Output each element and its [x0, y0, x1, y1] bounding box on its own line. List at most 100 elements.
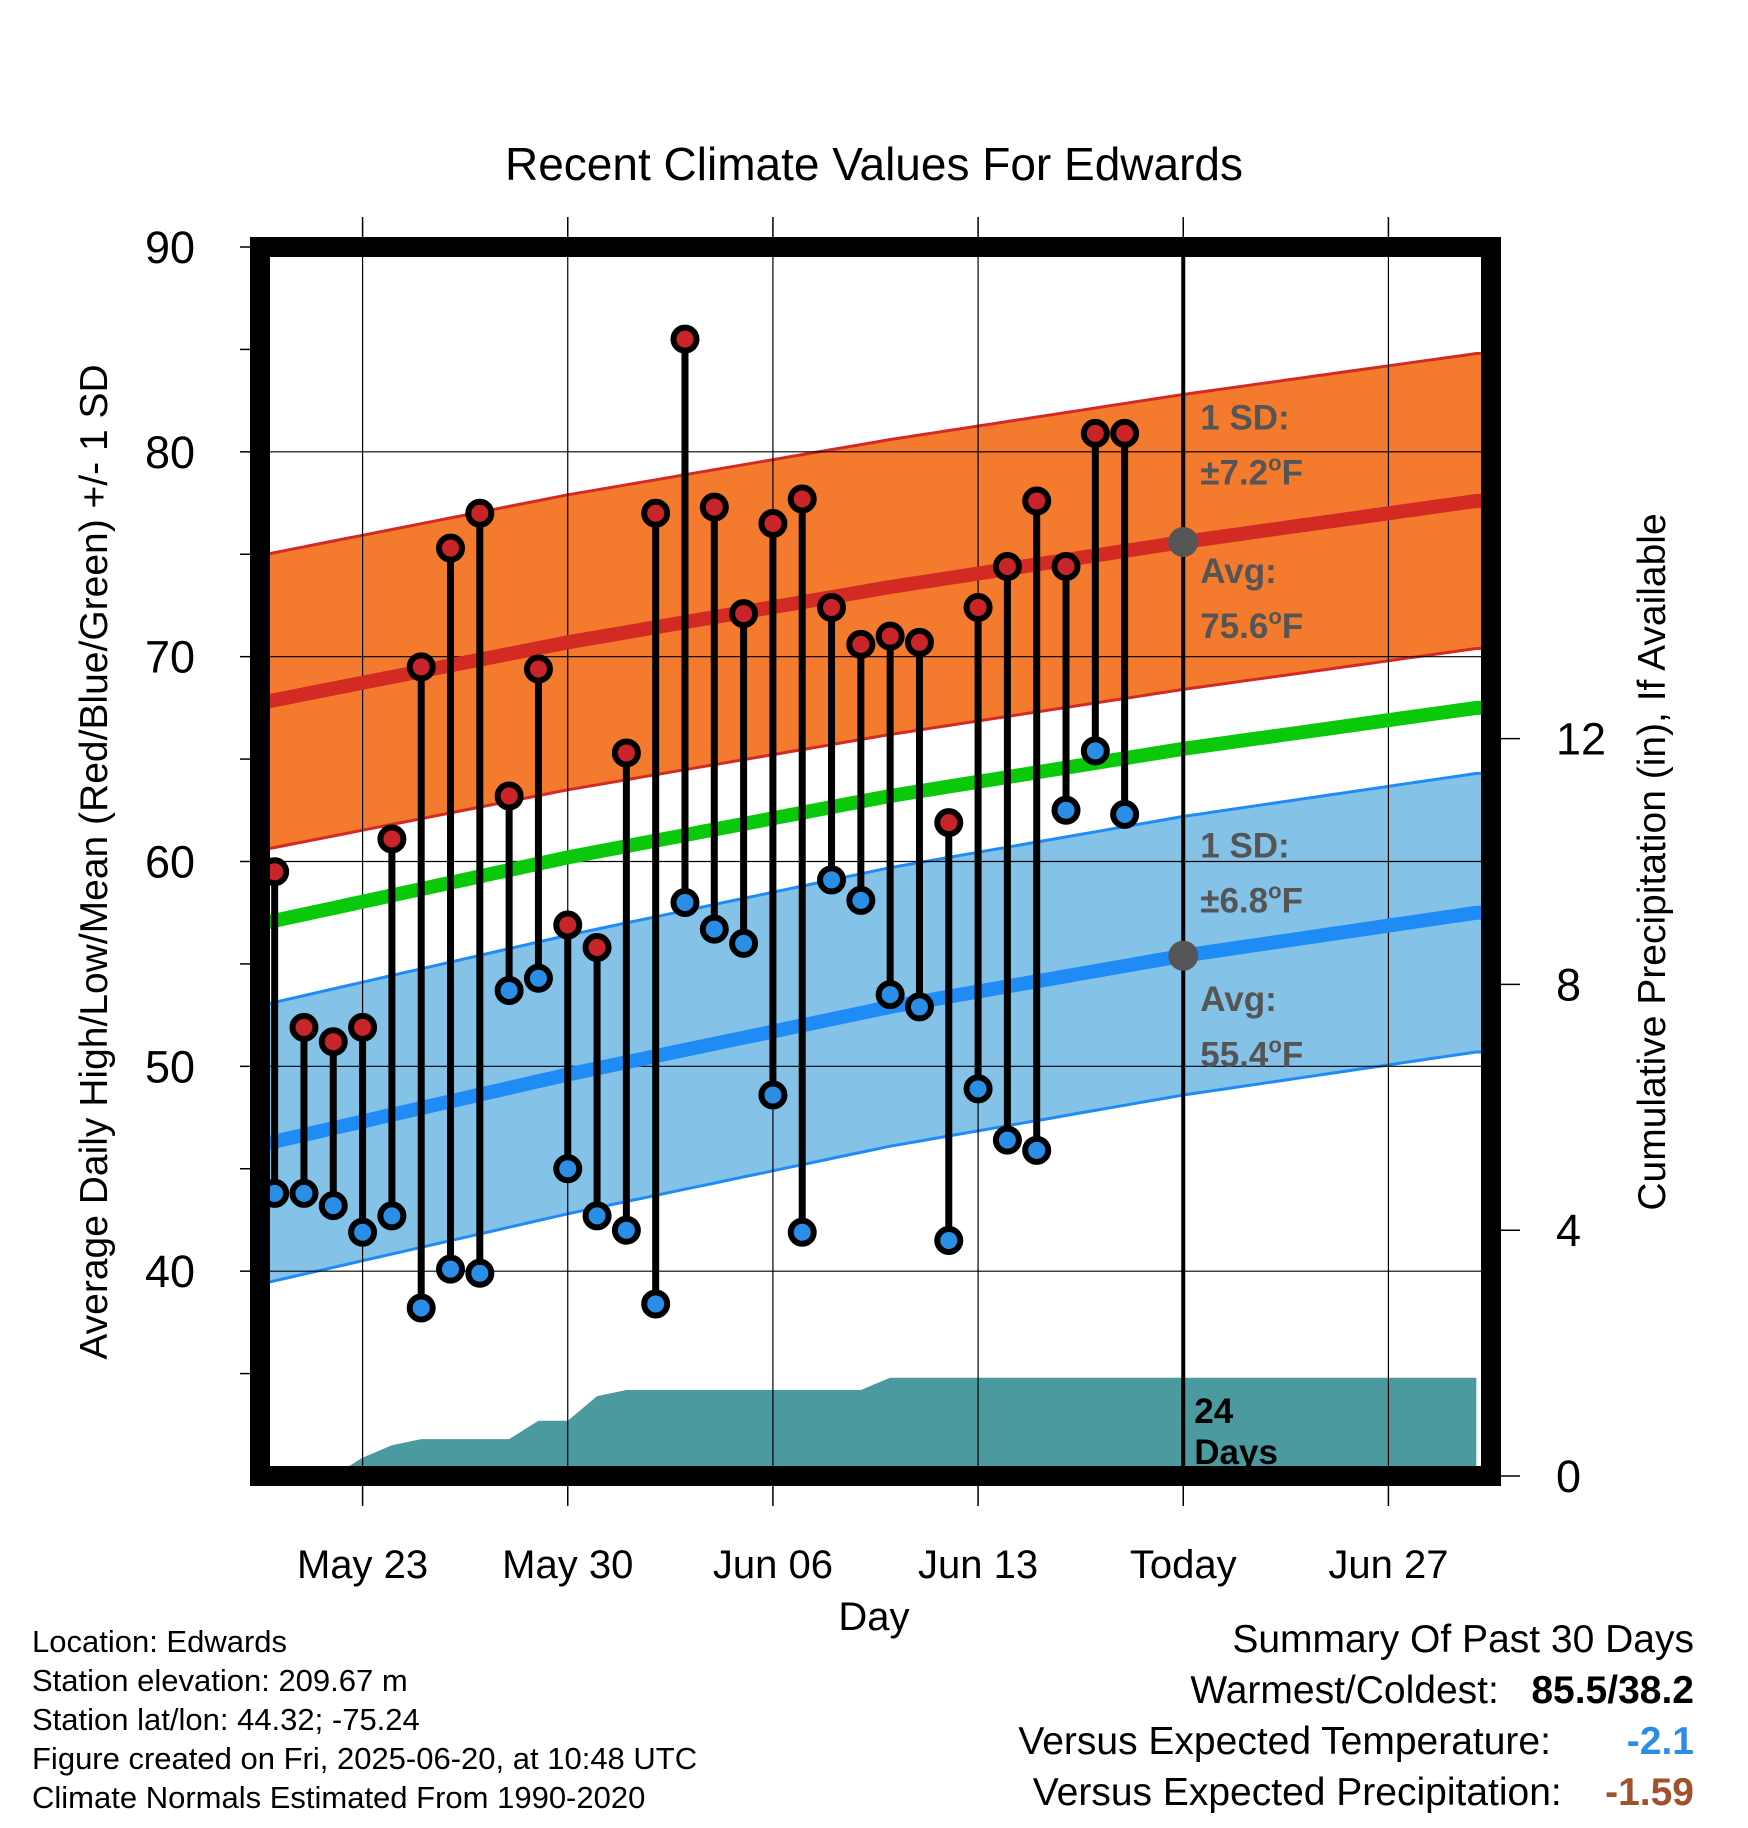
warm-cold-label: Warmest/Coldest:	[1190, 1669, 1499, 1712]
x-tick-label: Jun 06	[713, 1543, 833, 1587]
low-sd-value: ±6.8oF	[1200, 879, 1303, 921]
high-marker	[787, 484, 817, 514]
y2-axis-label: Cumulative Precipitation (in), If Availa…	[1631, 513, 1674, 1210]
low-marker	[787, 1217, 817, 1247]
high-marker	[465, 498, 495, 528]
high-marker	[992, 552, 1022, 582]
high-marker	[289, 1012, 319, 1042]
low-marker	[758, 1080, 788, 1110]
low-sd-band	[260, 773, 1491, 1285]
low-marker	[377, 1201, 407, 1231]
high-marker	[436, 533, 466, 563]
summary-title: Summary Of Past 30 Days	[1232, 1618, 1694, 1661]
x-tick-label: Jun 27	[1328, 1543, 1448, 1587]
y-tick-label: 40	[145, 1246, 195, 1297]
precip-row: Versus Expected Precipitation: -1.59	[1018, 1767, 1694, 1818]
days-label: Days	[1194, 1433, 1278, 1472]
y2-tick-label: 0	[1556, 1451, 1581, 1502]
temp-label: Versus Expected Temperature:	[1018, 1720, 1551, 1763]
low-marker	[1080, 736, 1110, 766]
low-marker	[553, 1154, 583, 1184]
high-marker	[963, 593, 993, 623]
normal-lines	[258, 494, 1491, 1152]
high-marker	[758, 509, 788, 539]
low-marker	[641, 1289, 671, 1319]
high-marker	[1022, 486, 1052, 516]
low-marker	[611, 1215, 641, 1245]
high-marker	[1051, 552, 1081, 582]
today-low-avg-dot	[1168, 940, 1199, 971]
precipitation-area	[333, 1377, 1477, 1476]
precip-label: Versus Expected Precipitation:	[1032, 1771, 1562, 1814]
y2-tick-label: 12	[1556, 714, 1606, 765]
high-marker	[670, 324, 700, 354]
high-marker	[904, 627, 934, 657]
high-sd-value: ±7.2oF	[1200, 451, 1303, 493]
low-marker	[406, 1293, 436, 1323]
high-avg-line	[258, 494, 1491, 710]
temp-row: Versus Expected Temperature: -2.1	[1018, 1716, 1694, 1767]
high-avg-label: Avg:	[1200, 552, 1276, 591]
low-marker	[817, 865, 847, 895]
low-marker	[875, 980, 905, 1010]
precip-area	[333, 1377, 1477, 1476]
today-high-avg-dot	[1168, 526, 1199, 557]
low-marker	[1051, 795, 1081, 825]
created-text: Figure created on Fri, 2025-06-20, at 10…	[32, 1741, 698, 1776]
high-marker	[817, 593, 847, 623]
station-info: Location: Edwards Station elevation: 209…	[32, 1622, 697, 1817]
low-marker	[436, 1254, 466, 1284]
precip-value: -1.59	[1605, 1771, 1694, 1814]
low-marker	[494, 976, 524, 1006]
low-marker	[729, 928, 759, 958]
low-sd-band-upper-edge	[259, 771, 1491, 1008]
low-marker	[318, 1191, 348, 1221]
temp-value: -2.1	[1626, 1720, 1694, 1763]
high-marker	[875, 621, 905, 651]
low-marker	[582, 1201, 612, 1231]
high-marker	[641, 498, 671, 528]
high-marker	[348, 1012, 378, 1042]
normal-bands	[259, 352, 1491, 1286]
low-avg-label: Avg:	[1200, 980, 1276, 1019]
x-tick-label: May 30	[502, 1543, 633, 1587]
high-marker	[494, 781, 524, 811]
elevation-text: Station elevation: 209.67 m	[32, 1663, 408, 1698]
daily-range-stems	[271, 339, 1129, 1309]
high-marker	[406, 652, 436, 682]
y-tick-label: 60	[145, 837, 195, 888]
mean-avg-line	[258, 700, 1491, 931]
low-marker	[963, 1074, 993, 1104]
high-marker	[318, 1027, 348, 1057]
high-sd-band-upper-edge	[259, 352, 1491, 557]
axes: 40 50 60 70 80 90 0 4 8 12 May 23 May 30 Jun 06 Jun 1…	[145, 217, 1606, 1587]
low-marker	[1022, 1135, 1052, 1165]
low-marker	[699, 914, 729, 944]
high-marker	[553, 910, 583, 940]
y-tick-label: 70	[145, 632, 195, 683]
y-axis-label: Average Daily High/Low/Mean (Red/Blue/Gr…	[73, 364, 116, 1359]
low-avg-line	[258, 905, 1491, 1152]
low-marker	[670, 887, 700, 917]
y-tick-label: 80	[145, 427, 195, 478]
x-tick-label: Jun 13	[918, 1543, 1038, 1587]
low-marker	[934, 1225, 964, 1255]
low-marker	[523, 963, 553, 993]
annotations: 1 SD: ±7.2oF Avg: 75.6oF 1 SD: ±6.8oF Avg: 55.4…	[1168, 398, 1303, 1472]
y-tick-label: 90	[145, 222, 195, 273]
low-marker	[992, 1125, 1022, 1155]
low-marker	[904, 992, 934, 1022]
low-marker	[1110, 799, 1140, 829]
high-marker	[846, 629, 876, 659]
low-sd-label: 1 SD:	[1200, 826, 1289, 865]
warm-cold-row: Warmest/Coldest: 85.5/38.2	[1018, 1665, 1694, 1716]
y-tick-label: 50	[145, 1041, 195, 1092]
y2-tick-label: 4	[1556, 1205, 1581, 1256]
high-marker	[611, 738, 641, 768]
low-marker	[348, 1217, 378, 1247]
plot-frame	[250, 237, 1501, 1486]
daily-markers	[260, 324, 1140, 1323]
high-avg-value: 75.6oF	[1200, 604, 1303, 646]
location-text: Location: Edwards	[32, 1624, 288, 1659]
